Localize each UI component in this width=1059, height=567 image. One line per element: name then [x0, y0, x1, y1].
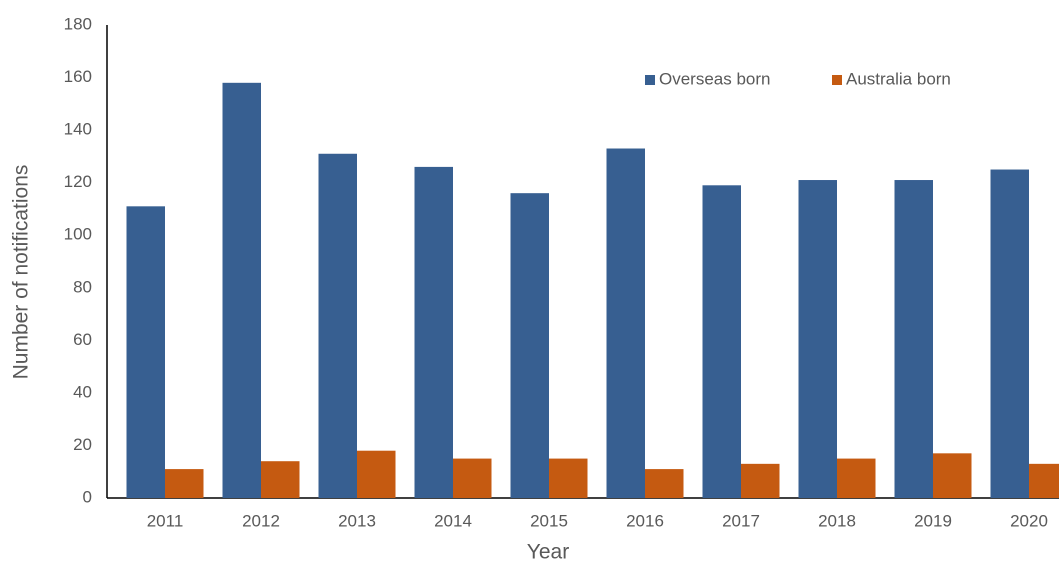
x-tick-label: 2017 — [722, 511, 760, 530]
bar — [549, 458, 588, 498]
y-tick-label: 40 — [73, 382, 92, 401]
x-tick-label: 2013 — [338, 511, 376, 530]
bar — [894, 180, 933, 499]
x-axis-title: Year — [527, 541, 569, 564]
bar — [837, 458, 876, 498]
bar — [702, 185, 741, 499]
x-tick-label: 2018 — [818, 511, 856, 530]
bar — [318, 153, 357, 498]
x-tick-label: 2019 — [914, 511, 952, 530]
y-tick-label: 160 — [64, 67, 92, 86]
legend-swatch — [645, 75, 655, 85]
legend-label: Australia born — [846, 69, 951, 88]
y-tick-label: 20 — [73, 435, 92, 454]
bar — [1029, 463, 1059, 498]
y-axis-title: Number of notifications — [10, 165, 33, 380]
bar — [453, 458, 492, 498]
x-tick-label: 2011 — [147, 511, 184, 530]
x-tick-label: 2020 — [1010, 511, 1048, 530]
legend-label: Overseas born — [659, 69, 771, 88]
bar — [414, 166, 453, 498]
bar — [126, 206, 165, 499]
bar — [165, 469, 204, 498]
y-tick-label: 140 — [64, 120, 92, 139]
bar — [741, 463, 780, 498]
x-tick-label: 2015 — [530, 511, 568, 530]
bar — [933, 453, 972, 498]
legend-swatch — [832, 75, 842, 85]
bar — [606, 148, 645, 498]
bar — [645, 469, 684, 498]
x-tick-label: 2014 — [434, 511, 472, 530]
bar — [798, 180, 837, 499]
x-tick-label: 2016 — [626, 511, 664, 530]
bar — [222, 82, 261, 499]
y-tick-label: 60 — [73, 330, 92, 349]
y-tick-label: 0 — [83, 487, 92, 506]
y-tick-label: 80 — [73, 277, 92, 296]
x-tick-label: 2012 — [242, 511, 280, 530]
bar — [990, 169, 1029, 498]
bar — [357, 450, 396, 498]
y-tick-label: 120 — [64, 172, 92, 191]
bar — [261, 461, 300, 498]
y-tick-label: 180 — [64, 14, 92, 33]
y-tick-label: 100 — [64, 225, 92, 244]
bar — [510, 193, 549, 498]
